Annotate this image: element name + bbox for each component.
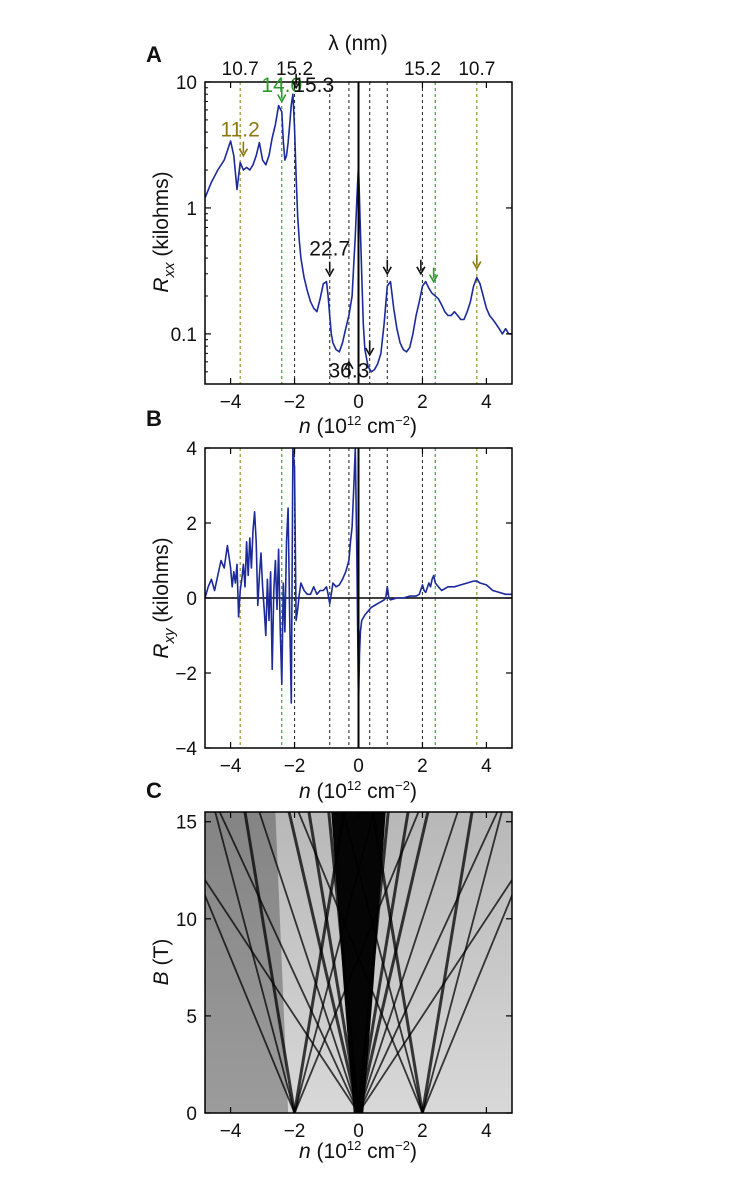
landau-fan-line xyxy=(342,812,424,1113)
y-tick-label: 15 xyxy=(176,813,197,834)
landau-fan-line xyxy=(420,812,474,1113)
peak-arrow xyxy=(277,87,287,104)
heatmap-central-band xyxy=(331,812,386,1113)
landau-fan-line xyxy=(357,878,512,1113)
panel-c-plot: −4 −2 0 2 4 0 5 10 15 n (1012 cm−2) B (T) xyxy=(150,811,513,1163)
peak-arrow xyxy=(238,141,249,158)
peak-arrow xyxy=(382,259,392,276)
x-tick-label: 0 xyxy=(353,392,364,413)
landau-fan-line xyxy=(371,812,424,1113)
landau-fan-line xyxy=(258,812,360,1113)
y-tick-label: 1 xyxy=(186,199,197,220)
x-tick-label: 2 xyxy=(417,392,428,413)
top-tick-label: 10.7 xyxy=(458,59,495,80)
landau-fan-line xyxy=(218,812,360,1113)
landau-fan-line xyxy=(357,812,390,1113)
landau-fan-line xyxy=(205,878,360,1113)
top-tick-label: 15.2 xyxy=(404,59,441,80)
arrow-head xyxy=(325,268,335,278)
x-tick-label: −4 xyxy=(220,1121,242,1142)
y-tick-label: 0 xyxy=(186,589,197,610)
landau-fan-line xyxy=(357,812,430,1113)
landau-fan-line xyxy=(357,812,459,1113)
peak-annotation: 11.2 xyxy=(221,118,260,141)
panel-b-ylabel: Rxy (kilohms) xyxy=(150,537,178,658)
peak-arrow xyxy=(364,340,375,357)
x-tick-label: −4 xyxy=(220,756,242,777)
top-tick-label: 10.7 xyxy=(222,59,259,80)
y-tick-label: 2 xyxy=(186,514,197,535)
panel-label-b: B xyxy=(146,406,162,431)
panel-a-xlabel: n (1012 cm−2) xyxy=(299,413,417,438)
landau-fan-line xyxy=(293,812,420,1113)
landau-fan-line xyxy=(421,893,512,1113)
x-tick-label: 2 xyxy=(417,1121,428,1142)
panel-a-ylabel: Rxx (kilohms) xyxy=(150,171,178,292)
panel-label-a: A xyxy=(146,42,162,67)
landau-fan-line xyxy=(214,812,296,1113)
y-tick-label: −2 xyxy=(175,664,197,685)
landau-fan-line xyxy=(287,812,360,1113)
y-tick-label: 10 xyxy=(176,910,197,931)
series-line xyxy=(205,448,512,708)
landau-fan-line xyxy=(421,812,503,1113)
x-tick-label: 2 xyxy=(417,756,428,777)
x-tick-label: 0 xyxy=(353,1121,364,1142)
arrow-head xyxy=(277,94,287,104)
y-tick-label: 0.1 xyxy=(171,325,197,346)
x-tick-label: −2 xyxy=(284,756,306,777)
landau-fan-line xyxy=(293,812,346,1113)
peak-annotation: 22.7 xyxy=(309,237,350,260)
x-tick-label: −2 xyxy=(284,392,306,413)
arrow-head xyxy=(428,274,439,284)
panel-c-ylabel: B (T) xyxy=(150,939,173,986)
x-tick-label: −2 xyxy=(284,1121,306,1142)
landau-fan-line xyxy=(243,812,297,1113)
arrow-head xyxy=(416,266,426,276)
peak-annotation: 14.0 xyxy=(261,74,302,97)
x-tick-label: −4 xyxy=(220,392,242,413)
series-line xyxy=(205,93,512,373)
panel-b-plot: −4 −2 0 2 4 −4 −2 0 2 4 n (1012 cm−2) Rxy (kiloh… xyxy=(150,439,513,803)
peak-arrow xyxy=(344,360,354,376)
landau-fan-line xyxy=(205,893,296,1113)
arrow-head xyxy=(364,347,375,357)
peak-annotation: 15.3 xyxy=(293,74,334,97)
arrow-head xyxy=(291,80,301,90)
panel-label-c: C xyxy=(146,778,162,803)
arrow-head xyxy=(382,266,392,276)
x-tick-label: 4 xyxy=(481,392,492,413)
landau-fan-line xyxy=(293,812,375,1113)
peak-arrow xyxy=(325,261,335,278)
y-tick-label: −4 xyxy=(175,739,197,760)
panel-c-xlabel: n (1012 cm−2) xyxy=(299,1138,417,1163)
y-tick-label: 0 xyxy=(186,1104,197,1125)
peak-arrow xyxy=(472,254,482,271)
y-tick-label: 10 xyxy=(176,73,197,94)
y-tick-label: 4 xyxy=(186,439,197,460)
x-tick-label: 4 xyxy=(481,756,492,777)
landau-fan-line xyxy=(327,812,360,1113)
landau-fan-line xyxy=(357,812,499,1113)
landau-fan-line xyxy=(297,812,424,1113)
panel-a-plot: −4 −2 0 2 4 0.1 1 10 10.7 15.2 15.2 10.7 11.214.0… xyxy=(150,32,513,438)
arrow-head xyxy=(472,261,482,271)
arrow-head xyxy=(238,148,249,158)
top-tick-label: 15.2 xyxy=(276,59,313,80)
peak-arrow xyxy=(291,73,301,90)
y-tick-label: 5 xyxy=(186,1007,197,1028)
peak-arrow xyxy=(428,267,439,284)
top-axis-label: λ (nm) xyxy=(328,32,388,55)
x-tick-label: 0 xyxy=(353,756,364,777)
heatmap-left-region xyxy=(205,812,289,1113)
x-tick-label: 4 xyxy=(481,1121,492,1142)
panel-b-xlabel: n (1012 cm−2) xyxy=(299,778,417,803)
arrow-head xyxy=(344,360,354,370)
peak-arrow xyxy=(416,259,426,276)
